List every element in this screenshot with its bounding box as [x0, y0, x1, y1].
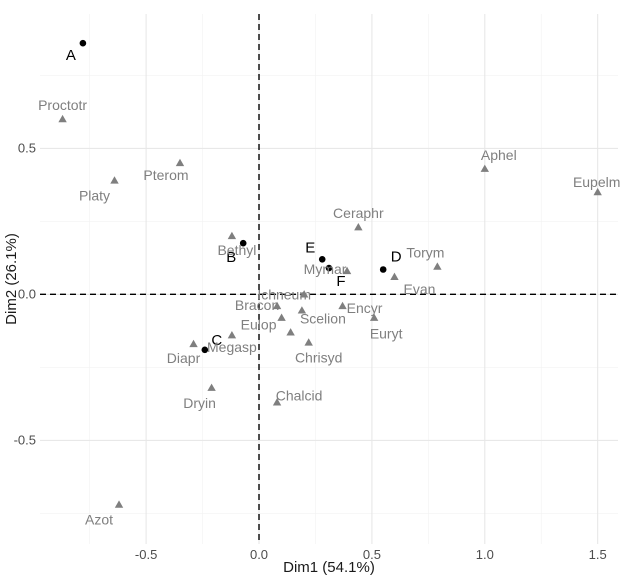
x-tick-label: 1.5	[589, 547, 607, 562]
x-axis-ticks: -0.5 0.0 0.5 1.0 1.5	[135, 547, 607, 562]
variable-point	[227, 231, 237, 240]
variable-point	[207, 383, 216, 391]
y-tick-label: -0.5	[14, 432, 36, 447]
variable-point	[110, 176, 119, 184]
variable-label: Eupelm	[573, 174, 620, 190]
variable-point	[433, 262, 442, 270]
variable-point	[114, 500, 124, 508]
variable-point	[304, 338, 313, 346]
individual-point	[379, 266, 387, 273]
variable-label: Azot	[85, 512, 113, 528]
variable-label: Pterom	[143, 167, 188, 183]
variable-label: Chrisyd	[295, 350, 342, 366]
variable-point	[272, 301, 282, 310]
variable-point	[342, 266, 352, 275]
variable-point	[272, 398, 282, 406]
variable-point	[390, 272, 399, 280]
individual-point	[201, 346, 209, 354]
x-tick-label: -0.5	[135, 547, 157, 562]
individual-label: A	[66, 47, 76, 64]
variable-point	[277, 313, 286, 321]
individual-point	[239, 239, 247, 247]
variable-point	[299, 290, 309, 298]
individual-label: C	[211, 332, 222, 349]
variable-label: Chalcid	[276, 387, 323, 403]
variable-point	[354, 222, 363, 231]
y-axis-title: Dim2 (26.1%)	[3, 233, 20, 325]
variable-label: Ceraphr	[333, 205, 384, 221]
y-tick-label: 0.0	[18, 286, 36, 301]
individual-label: F	[336, 273, 345, 290]
individual-point	[325, 264, 333, 272]
individual-label: E	[305, 239, 315, 256]
variable-point	[227, 331, 237, 339]
variable-label: Diapr	[167, 350, 201, 366]
variable-label: Proctotr	[38, 97, 87, 113]
variable-label: Encyr	[347, 300, 383, 316]
variable-label: Scelion	[300, 310, 346, 326]
variable-point	[286, 328, 295, 336]
variable-label: Dryin	[183, 395, 216, 411]
data-points	[58, 39, 602, 508]
variable-label: Bracon	[235, 297, 279, 313]
point-labels: A B C D E F Proctotr Platy Pterom Bethyl Ceraphr Ap…	[38, 47, 620, 527]
variable-point	[369, 313, 379, 321]
x-tick-label: 0.5	[363, 547, 381, 562]
variable-label: Ichneum	[257, 286, 311, 302]
variable-label: Evan	[404, 281, 436, 297]
y-axis-ticks: -0.5 0.0 0.5	[14, 140, 36, 447]
individual-label: D	[391, 249, 402, 266]
variable-point	[175, 158, 185, 167]
individual-label: B	[226, 249, 236, 266]
variable-point	[58, 114, 67, 123]
variable-label: Platy	[79, 187, 110, 203]
plot-panel	[40, 14, 618, 544]
variable-point	[338, 301, 347, 310]
individual-point	[79, 39, 87, 47]
x-axis-title: Dim1 (54.1%)	[283, 559, 375, 576]
variable-point	[189, 339, 198, 348]
variable-label: Eulop	[241, 317, 277, 333]
individual-point	[318, 255, 326, 263]
variable-label: Bethyl	[217, 242, 256, 258]
x-tick-label: 0.0	[250, 547, 268, 562]
variable-label: Aphel	[481, 147, 517, 163]
variable-label: Torym	[406, 245, 444, 261]
reference-lines	[40, 14, 618, 544]
variable-label: Mymar	[304, 261, 347, 277]
variable-label: Megasp	[207, 339, 257, 355]
y-tick-label: 0.5	[18, 140, 36, 155]
variable-point	[297, 306, 307, 314]
variable-point	[480, 164, 489, 172]
variable-point	[593, 187, 602, 196]
x-tick-label: 1.0	[476, 547, 494, 562]
variable-label: Euryt	[370, 326, 403, 342]
